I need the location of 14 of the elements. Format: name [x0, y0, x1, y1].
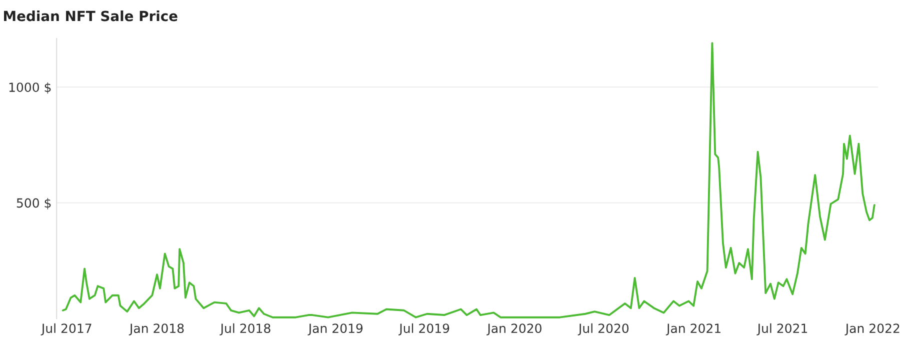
x-tick-label: Jul 2018 — [220, 323, 270, 336]
x-tick-label: Jul 2021 — [756, 323, 808, 336]
chart-title: Median NFT Sale Price — [4, 10, 178, 22]
x-tick-label: Jul 2019 — [398, 323, 450, 336]
line-series — [62, 42, 876, 318]
y-tick-label: 500 $ — [16, 198, 51, 210]
x-tick-label: Jul 2017 — [40, 323, 92, 336]
x-tick-label: Jan 2018 — [128, 324, 184, 336]
y-tick-label: 1000 $ — [9, 82, 51, 94]
x-tick-label: Jan 2019 — [308, 324, 363, 336]
x-tick-label: Jan 2020 — [486, 324, 542, 336]
x-tick-label: Jan 2022 — [844, 324, 900, 336]
x-tick-label: Jul 2020 — [578, 323, 629, 336]
x-tick-label: Jan 2021 — [666, 324, 720, 336]
